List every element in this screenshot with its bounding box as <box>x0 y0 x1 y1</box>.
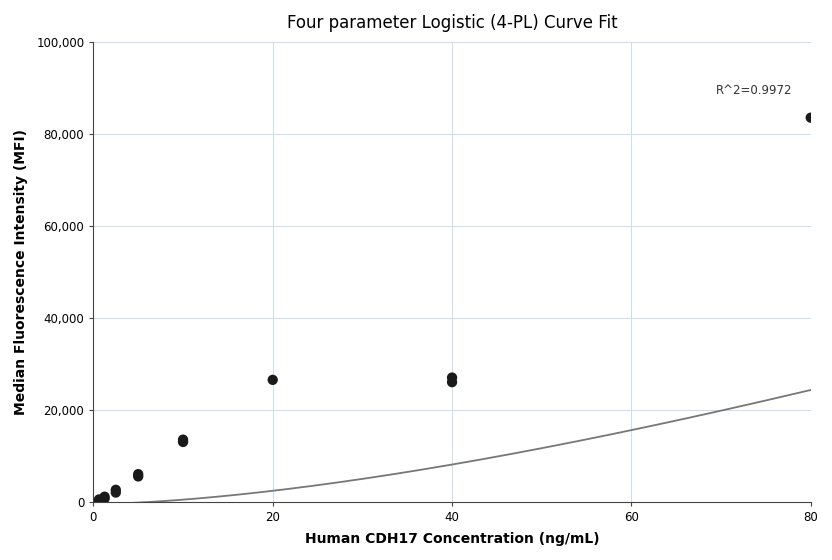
Point <box>176 435 190 444</box>
Point <box>92 495 106 504</box>
Point <box>445 377 458 386</box>
Title: Four parameter Logistic (4-PL) Curve Fit: Four parameter Logistic (4-PL) Curve Fit <box>287 14 617 32</box>
Point <box>98 494 111 503</box>
Y-axis label: Median Fluorescence Intensity (MFI): Median Fluorescence Intensity (MFI) <box>14 129 28 415</box>
Text: R^2=0.9972: R^2=0.9972 <box>716 84 793 97</box>
Point <box>98 492 111 501</box>
Point <box>804 113 817 122</box>
Point <box>445 373 458 382</box>
Point <box>131 470 145 479</box>
Point <box>109 488 122 497</box>
Point <box>109 486 122 494</box>
Point <box>92 496 106 505</box>
Point <box>131 472 145 481</box>
X-axis label: Human CDH17 Concentration (ng/mL): Human CDH17 Concentration (ng/mL) <box>305 532 599 546</box>
Point <box>176 437 190 446</box>
Point <box>266 375 280 384</box>
